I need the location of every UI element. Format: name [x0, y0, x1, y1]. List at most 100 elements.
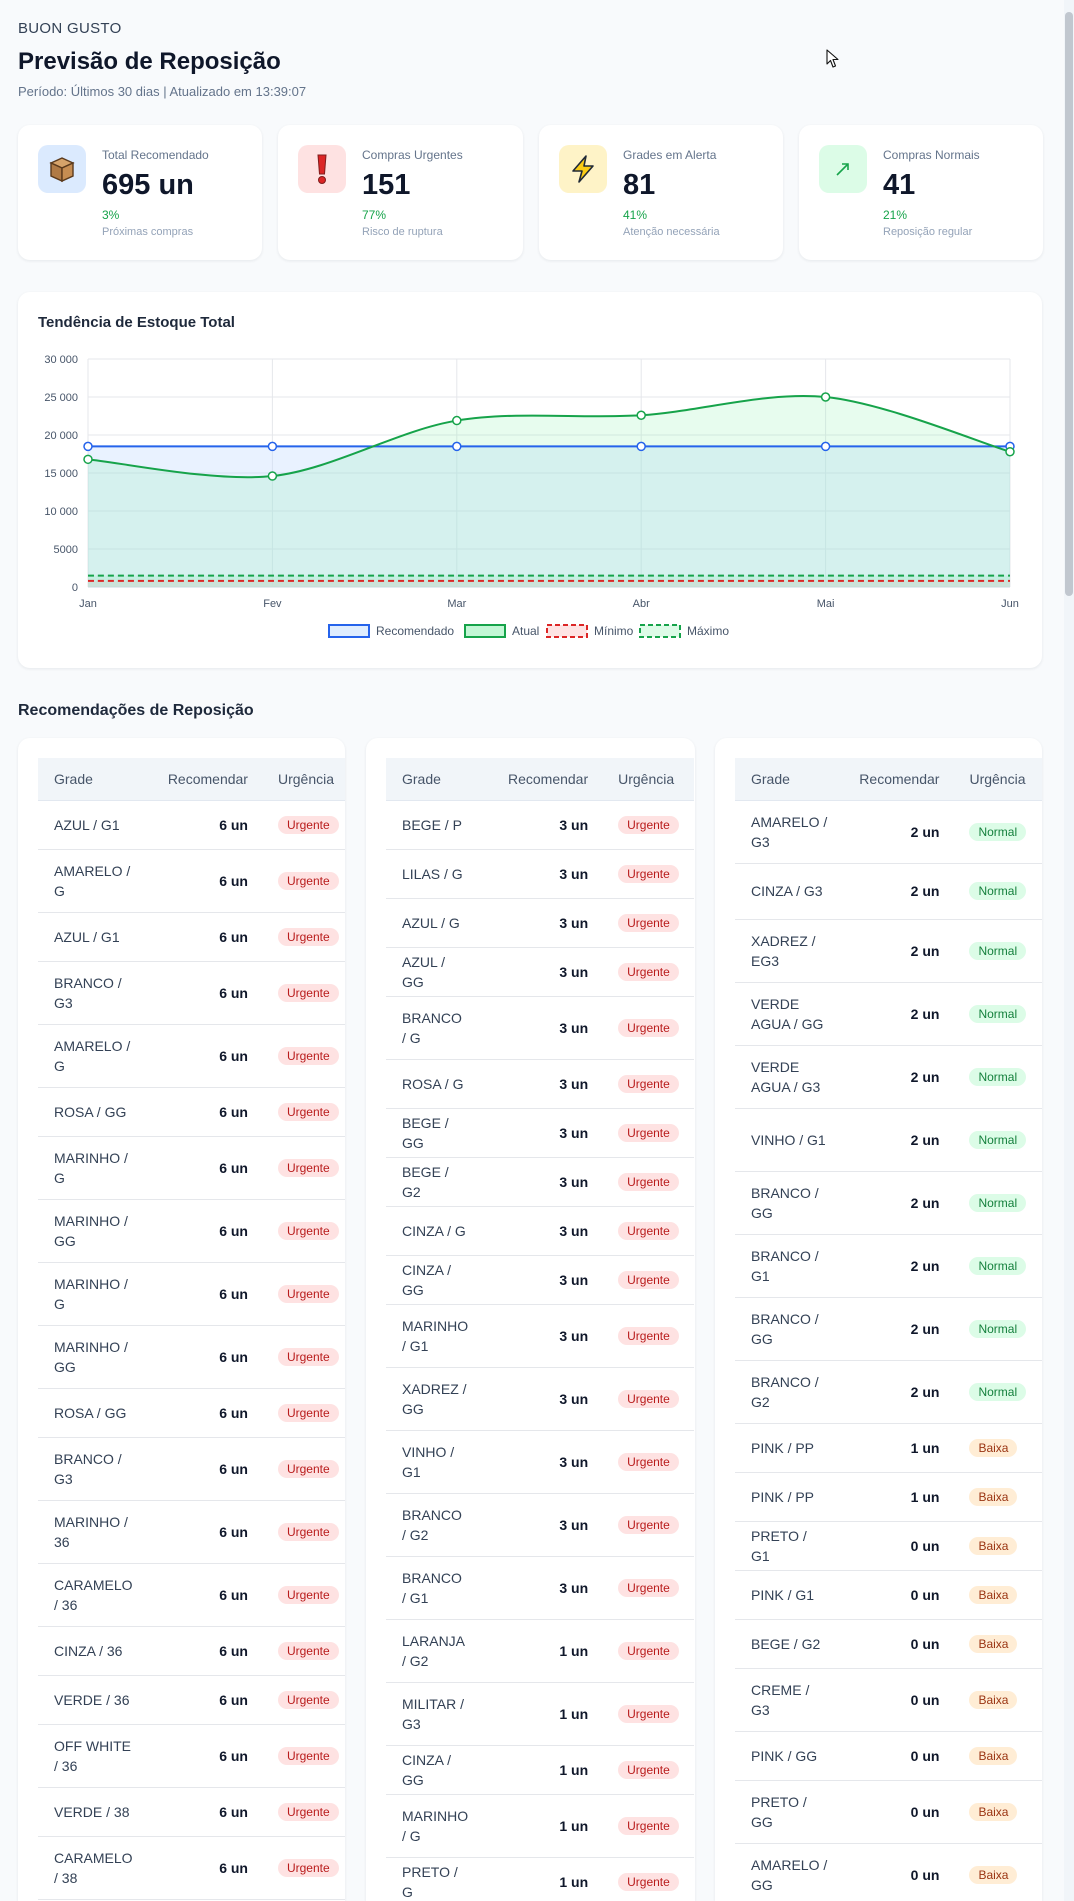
legend-swatch-máximo [639, 624, 681, 638]
table-row[interactable]: BEGE / G2 3 un Urgente [386, 1157, 695, 1207]
urgency-badge: Urgente [618, 962, 679, 981]
cell-grade: AZUL / G1 [38, 800, 149, 850]
table-row[interactable]: CINZA / GG 3 un Urgente [386, 1255, 695, 1305]
cell-grade: VERDE / 38 [38, 1787, 149, 1837]
header-grade[interactable]: Grade [386, 758, 485, 801]
table-row[interactable]: PINK / GG 0 un Baixa [735, 1731, 1042, 1781]
table-row[interactable]: BRANCO / G1 3 un Urgente [386, 1556, 695, 1620]
kpi-label: Total Recomendado [102, 148, 209, 162]
table-row[interactable]: MARINHO / 36 6 un Urgente [38, 1500, 345, 1564]
table-row[interactable]: CINZA / GG 1 un Urgente [386, 1745, 695, 1795]
table-row[interactable]: AZUL / GG 3 un Urgente [386, 947, 695, 997]
cell-grade: PINK / GG [735, 1731, 844, 1781]
table-row[interactable]: CREME / G3 0 un Baixa [735, 1668, 1042, 1732]
kpi-value: 41 [883, 169, 916, 201]
cell-recomendar: 2 un [843, 863, 956, 920]
header-recomendar[interactable]: Recomendar [843, 758, 956, 801]
header-recomendar[interactable]: Recomendar [148, 758, 264, 801]
kpi-card-grades-em-alerta: Grades em Alerta 81 41% Atenção necessár… [539, 125, 783, 260]
table-header-row: Grade Recomendar Urgência [38, 758, 345, 801]
legend-swatch-recomendado [328, 624, 370, 638]
cell-grade: BEGE / G2 [386, 1157, 485, 1207]
table-row[interactable]: CINZA / 36 6 un Urgente [38, 1626, 345, 1676]
kpi-percent: 41% [623, 208, 648, 222]
table-row[interactable]: AMARELO / G3 2 un Normal [735, 800, 1042, 864]
table-row[interactable]: VERDE AGUA / GG 2 un Normal [735, 982, 1042, 1046]
table-row[interactable]: PRETO / G1 0 un Baixa [735, 1521, 1042, 1571]
table-row[interactable]: AZUL / G1 6 un Urgente [38, 912, 345, 962]
cell-recomendar: 2 un [843, 1108, 956, 1172]
kpi-value: 695 un [102, 169, 194, 201]
table-row[interactable]: VINHO / G1 3 un Urgente [386, 1430, 695, 1494]
table-row[interactable]: BRANCO / GG 2 un Normal [735, 1171, 1042, 1235]
table-row[interactable]: AZUL / G1 6 un Urgente [38, 800, 345, 850]
table-row[interactable]: MILITAR / G3 1 un Urgente [386, 1682, 695, 1746]
cell-urgencia: Baixa [955, 1619, 1042, 1669]
table-row[interactable]: XADREZ / GG 3 un Urgente [386, 1367, 695, 1431]
header-urgencia[interactable]: Urgência [604, 758, 695, 801]
table-row[interactable]: AMARELO / GG 0 un Baixa [735, 1843, 1042, 1901]
legend-label: Atual [512, 624, 539, 638]
urgency-badge: Normal [969, 1130, 1027, 1149]
cell-urgencia: Baixa [955, 1843, 1042, 1901]
header-grade[interactable]: Grade [735, 758, 844, 801]
table-row[interactable]: BRANCO / G2 3 un Urgente [386, 1493, 695, 1557]
cell-recomendar: 2 un [843, 1045, 956, 1109]
table-row[interactable]: BEGE / G2 0 un Baixa [735, 1619, 1042, 1669]
header-grade[interactable]: Grade [38, 758, 149, 801]
cell-urgencia: Urgente [604, 1157, 695, 1207]
table-row[interactable]: VERDE AGUA / G3 2 un Normal [735, 1045, 1042, 1109]
table-row[interactable]: MARINHO / GG 6 un Urgente [38, 1325, 345, 1389]
cell-grade: PRETO / G [386, 1857, 485, 1901]
cell-grade: MARINHO / G [38, 1136, 149, 1200]
table-row[interactable]: VINHO / G1 2 un Normal [735, 1108, 1042, 1172]
urgency-badge: Baixa [969, 1585, 1018, 1604]
table-row[interactable]: CARAMELO / 38 6 un Urgente [38, 1836, 345, 1900]
cell-grade: CARAMELO / 38 [38, 1836, 149, 1900]
table-row[interactable]: PINK / PP 1 un Baixa [735, 1472, 1042, 1522]
table-row[interactable]: XADREZ / EG3 2 un Normal [735, 919, 1042, 983]
section-title: Recomendações de Reposição [18, 702, 254, 719]
table-row[interactable]: BEGE / GG 3 un Urgente [386, 1108, 695, 1158]
page-scrollbar[interactable] [1064, 0, 1074, 1901]
header-recomendar[interactable]: Recomendar [484, 758, 605, 801]
table-row[interactable]: BRANCO / G1 2 un Normal [735, 1234, 1042, 1298]
urgency-badge: Normal [969, 1067, 1027, 1086]
table-row[interactable]: BRANCO / G3 6 un Urgente [38, 1437, 345, 1501]
table-row[interactable]: MARINHO / GG 6 un Urgente [38, 1199, 345, 1263]
table-row[interactable]: ROSA / GG 6 un Urgente [38, 1388, 345, 1438]
table-row[interactable]: BRANCO / G2 2 un Normal [735, 1360, 1042, 1424]
table-row[interactable]: CINZA / G3 2 un Normal [735, 863, 1042, 920]
table-row[interactable]: LARANJA / G2 1 un Urgente [386, 1619, 695, 1683]
urgency-badge: Urgente [618, 1172, 679, 1191]
table-row[interactable]: BRANCO / GG 2 un Normal [735, 1297, 1042, 1361]
table-row[interactable]: OFF WHITE / 36 6 un Urgente [38, 1724, 345, 1788]
table-row[interactable]: PRETO / GG 0 un Baixa [735, 1780, 1042, 1844]
table-row[interactable]: MARINHO / G1 3 un Urgente [386, 1304, 695, 1368]
header-urgencia[interactable]: Urgência [263, 758, 345, 801]
cell-recomendar: 3 un [484, 1059, 605, 1109]
cell-recomendar: 3 un [484, 1367, 605, 1431]
table-row[interactable]: VERDE / 38 6 un Urgente [38, 1787, 345, 1837]
scrollbar-thumb[interactable] [1065, 12, 1073, 596]
table-row[interactable]: BRANCO / G3 6 un Urgente [38, 961, 345, 1025]
table-row[interactable]: PINK / G1 0 un Baixa [735, 1570, 1042, 1620]
table-row[interactable]: CARAMELO / 36 6 un Urgente [38, 1563, 345, 1627]
table-row[interactable]: ROSA / GG 6 un Urgente [38, 1087, 345, 1137]
table-row[interactable]: PINK / PP 1 un Baixa [735, 1423, 1042, 1473]
header-urgencia[interactable]: Urgência [955, 758, 1042, 801]
x-tick-label: Abr [633, 598, 650, 610]
table-row[interactable]: VERDE / 36 6 un Urgente [38, 1675, 345, 1725]
